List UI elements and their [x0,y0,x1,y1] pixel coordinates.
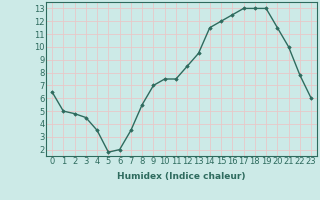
X-axis label: Humidex (Indice chaleur): Humidex (Indice chaleur) [117,172,246,181]
